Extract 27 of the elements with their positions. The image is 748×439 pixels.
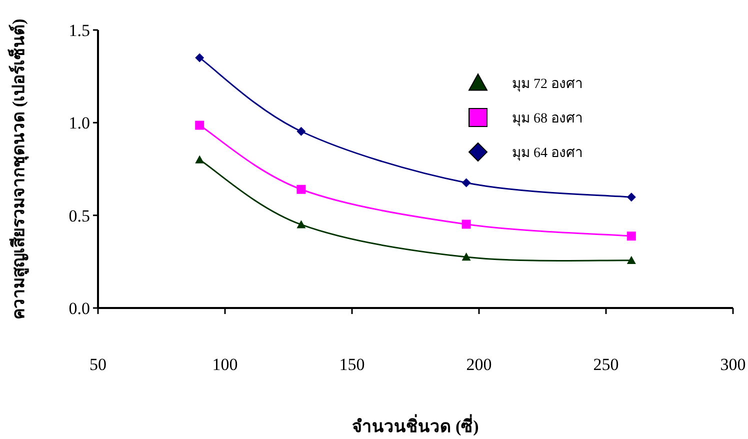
- y-tick-label: 1.0: [68, 114, 90, 133]
- point: [195, 53, 204, 62]
- legend-label: มุม 72 องศา: [512, 77, 583, 92]
- point: [195, 120, 204, 130]
- x-tick-label: 250: [593, 355, 619, 374]
- y-tick-label: 0.0: [68, 299, 90, 318]
- point: [626, 256, 636, 264]
- point: [626, 232, 636, 241]
- legend-label: มุม 64 องศา: [512, 146, 583, 161]
- x-tick-label: 300: [720, 355, 746, 374]
- point: [462, 252, 471, 261]
- x-tick-label: 50: [90, 355, 106, 374]
- x-tick-label: 100: [212, 355, 238, 374]
- y-tick-label: 1.5: [68, 21, 90, 40]
- point: [462, 220, 471, 229]
- point: [296, 220, 306, 228]
- x-tick-label: 150: [339, 355, 365, 374]
- point: [462, 178, 471, 188]
- x-tick-label: 200: [466, 355, 492, 374]
- legend-label: มุม 68 องศา: [512, 112, 583, 126]
- point: [626, 192, 636, 202]
- y-tick-label: 0.5: [68, 206, 90, 226]
- y-axis-title: ความสูญเสียรวมจากชุดนวด (เปอร์เซ็นต์): [6, 18, 30, 320]
- point: [296, 184, 306, 194]
- point: [195, 155, 204, 164]
- x-axis-title: จำนวนชิ่นวด (ซี่): [352, 414, 479, 436]
- point: [296, 126, 306, 136]
